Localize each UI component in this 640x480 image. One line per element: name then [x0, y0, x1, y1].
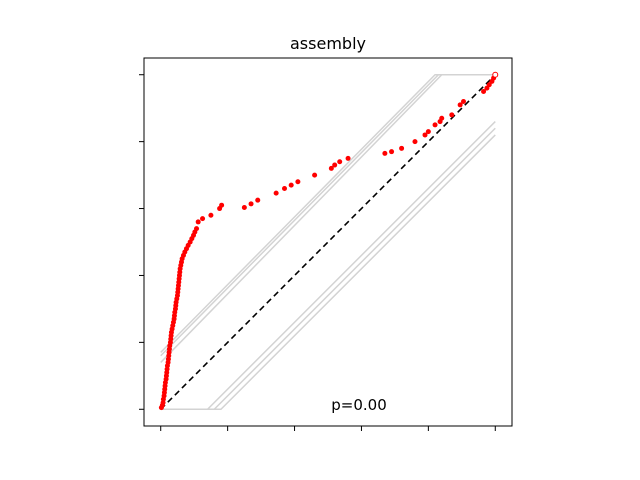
data-point: [255, 197, 261, 203]
reference-diagonal: [160, 74, 496, 410]
data-point: [200, 216, 206, 222]
data-point: [422, 132, 428, 138]
confidence-band-line: [160, 121, 496, 411]
axis-ticks: [139, 74, 496, 431]
data-point: [208, 212, 214, 218]
data-point: [219, 202, 225, 208]
data-point: [328, 165, 334, 171]
data-point: [486, 82, 492, 88]
p-value-annotation: p=0.00: [331, 396, 387, 414]
confidence-band-line: [160, 73, 496, 363]
data-point: [439, 115, 445, 121]
data-point: [194, 226, 200, 232]
data-point: [295, 179, 301, 185]
data-point: [449, 112, 455, 118]
data-point: [457, 102, 463, 108]
data-point: [288, 182, 294, 188]
plot-frame: [143, 57, 513, 427]
data-point: [337, 159, 343, 165]
confidence-band-line: [160, 134, 496, 411]
data-point: [345, 155, 351, 161]
confidence-band-line: [160, 127, 496, 411]
data-point: [389, 149, 395, 155]
data-point: [425, 129, 431, 135]
data-point-final: [492, 71, 499, 78]
data-point: [382, 150, 388, 156]
data-point: [248, 201, 254, 207]
data-point: [273, 190, 279, 196]
data-point: [282, 185, 288, 191]
data-point: [481, 88, 487, 94]
data-point: [460, 98, 466, 104]
chart-title: assembly: [290, 34, 366, 53]
data-point: [195, 219, 201, 225]
data-point: [241, 205, 247, 211]
data-point: [332, 162, 338, 168]
data-point: [412, 139, 418, 145]
data-point: [399, 145, 405, 151]
data-points: [158, 71, 499, 411]
confidence-bands: [160, 73, 496, 411]
data-point: [432, 122, 438, 128]
data-point: [312, 172, 318, 178]
